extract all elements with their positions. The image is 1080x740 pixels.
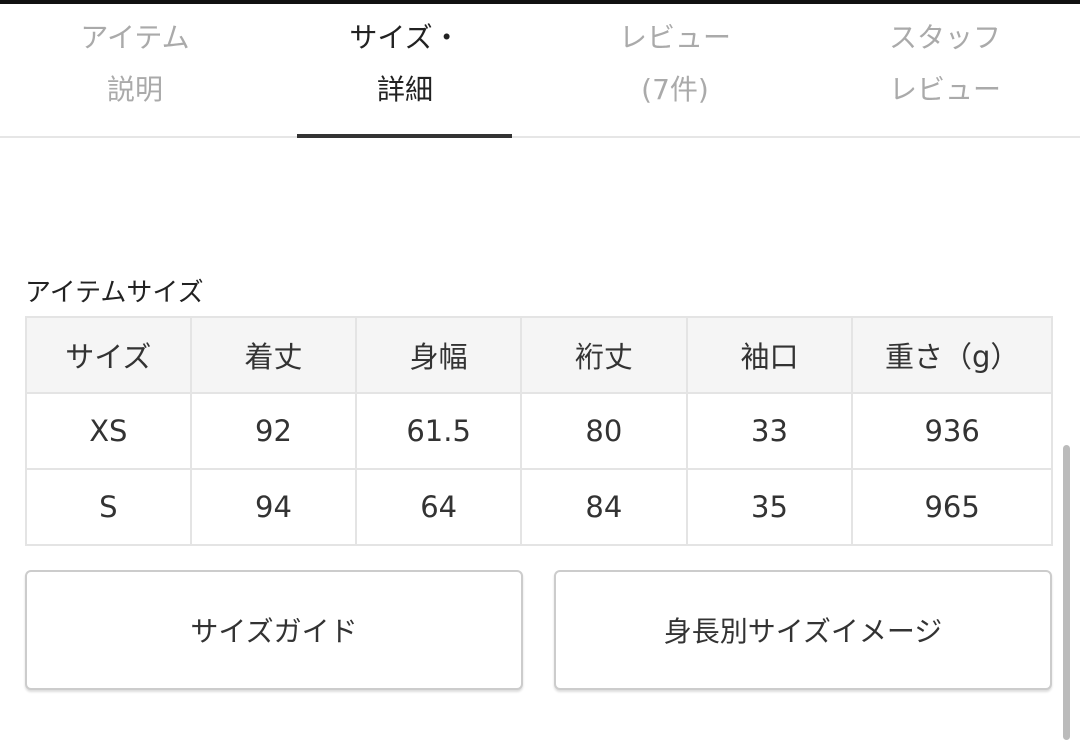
table-cell: 94 bbox=[189, 468, 358, 546]
tab-label: 説明 bbox=[106, 73, 163, 106]
tab-label: アイテム bbox=[80, 21, 190, 54]
table-cell: 64 bbox=[355, 468, 523, 546]
header-cell: 身幅 bbox=[355, 316, 523, 394]
header-cell: 着丈 bbox=[189, 316, 358, 394]
tab-label: サイズ・ bbox=[349, 21, 461, 54]
table-cell: 84 bbox=[520, 468, 688, 546]
top-bar bbox=[0, 0, 1080, 4]
tab-label: スタッフ bbox=[888, 21, 1001, 54]
active-tab-indicator bbox=[297, 134, 512, 138]
table-cell: 33 bbox=[685, 392, 854, 470]
table-header-row: サイズ 着丈 身幅 裄丈 袖口 重さ（g） bbox=[25, 316, 1053, 394]
tab-staff-reviews[interactable]: スタッフ レビュー bbox=[810, 4, 1080, 136]
table-cell: XS bbox=[25, 392, 192, 470]
size-guide-button[interactable]: サイズガイド bbox=[25, 570, 523, 690]
scrollbar[interactable] bbox=[1063, 445, 1070, 740]
table-cell: 61.5 bbox=[355, 392, 523, 470]
tab-bar: アイテム 説明 サイズ・ 詳細 レビュー (7件) スタッフ レビュー bbox=[0, 4, 1080, 138]
height-size-image-button[interactable]: 身長別サイズイメージ bbox=[554, 570, 1052, 690]
table-row: XS 92 61.5 80 33 936 bbox=[25, 392, 1053, 470]
table-cell: 35 bbox=[685, 468, 854, 546]
tab-label: 詳細 bbox=[376, 73, 433, 106]
header-cell: サイズ bbox=[25, 316, 192, 394]
table-cell: 80 bbox=[520, 392, 688, 470]
header-cell: 裄丈 bbox=[520, 316, 688, 394]
tab-item-description[interactable]: アイテム 説明 bbox=[0, 4, 270, 136]
table-cell: S bbox=[25, 468, 192, 546]
tab-label: レビュー bbox=[618, 21, 731, 54]
header-cell: 袖口 bbox=[685, 316, 854, 394]
tab-reviews[interactable]: レビュー (7件) bbox=[540, 4, 810, 136]
section-title: アイテムサイズ bbox=[25, 278, 204, 308]
table-cell: 965 bbox=[851, 468, 1053, 546]
table-row: S 94 64 84 35 965 bbox=[25, 468, 1053, 546]
header-cell: 重さ（g） bbox=[851, 316, 1053, 394]
table-cell: 92 bbox=[189, 392, 358, 470]
table-cell: 936 bbox=[851, 392, 1053, 470]
size-table: サイズ 着丈 身幅 裄丈 袖口 重さ（g） XS 92 61.5 80 33 9… bbox=[25, 316, 1053, 546]
tab-label: レビュー bbox=[888, 73, 1001, 106]
tab-label: (7件) bbox=[641, 73, 709, 106]
tab-size-details[interactable]: サイズ・ 詳細 bbox=[270, 4, 540, 136]
